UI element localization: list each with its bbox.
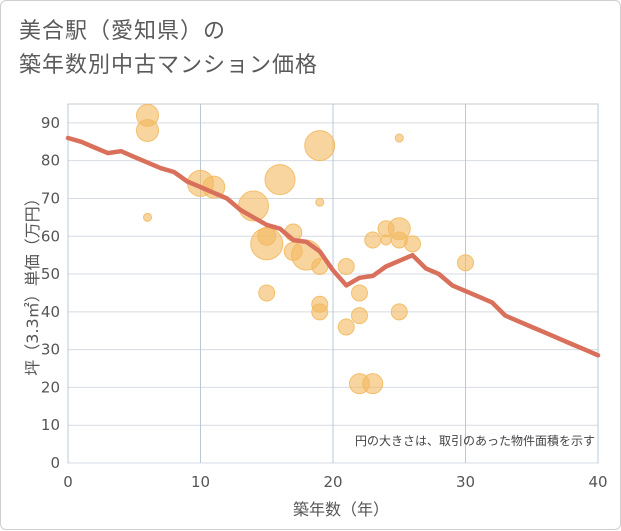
y-tick-label: 90 [41, 114, 60, 132]
y-tick-label: 30 [41, 341, 60, 359]
data-bubble [394, 133, 404, 143]
data-bubble [380, 234, 392, 246]
chart-title: 美合駅（愛知県）の 築年数別中古マンション価格 [19, 15, 318, 83]
data-bubble [311, 303, 329, 321]
y-tick-label: 70 [41, 189, 60, 207]
data-bubble [390, 303, 408, 321]
axis-ticks: 0 10 20 30 40 50 60 70 80 90 0 10 20 30 40 [41, 114, 608, 491]
y-tick-label: 80 [41, 152, 60, 170]
size-legend-note: 円の大きさは、取引のあった物件面積を示す [355, 433, 595, 448]
trend-line [65, 135, 601, 358]
y-axis-title: 坪（3.3㎡）単価（万円） [23, 190, 42, 375]
data-bubble [337, 257, 355, 275]
x-tick-label: 10 [191, 473, 210, 491]
y-tick-label: 40 [41, 303, 60, 321]
trend-series [65, 135, 601, 358]
chart-title-line1: 美合駅（愛知県）の [19, 19, 227, 44]
data-bubble [351, 307, 368, 325]
bubble-series [136, 103, 474, 395]
x-tick-label: 30 [456, 473, 475, 491]
data-bubble [136, 118, 159, 142]
x-axis-title: 築年数（年） [293, 500, 389, 519]
data-bubble [264, 164, 296, 196]
y-tick-label: 20 [41, 378, 60, 396]
data-bubble [457, 254, 474, 272]
data-bubble [362, 373, 384, 395]
data-bubble [143, 212, 152, 222]
y-tick-label: 10 [41, 416, 60, 434]
data-bubble [250, 227, 284, 261]
data-bubble [404, 235, 421, 253]
y-tick-label: 0 [50, 454, 60, 472]
y-tick-label: 50 [41, 265, 60, 283]
data-bubble [337, 318, 355, 336]
x-tick-label: 40 [588, 473, 607, 491]
grid-lines [67, 104, 599, 464]
data-bubble [351, 284, 368, 302]
data-bubble [304, 130, 336, 162]
data-bubble [258, 284, 276, 302]
x-tick-label: 20 [323, 473, 342, 491]
x-tick-label: 0 [63, 473, 73, 491]
y-tick-label: 60 [41, 227, 60, 245]
data-bubble [364, 231, 382, 249]
data-bubble [315, 197, 325, 207]
chart-title-line2: 築年数別中古マンション価格 [19, 53, 319, 78]
